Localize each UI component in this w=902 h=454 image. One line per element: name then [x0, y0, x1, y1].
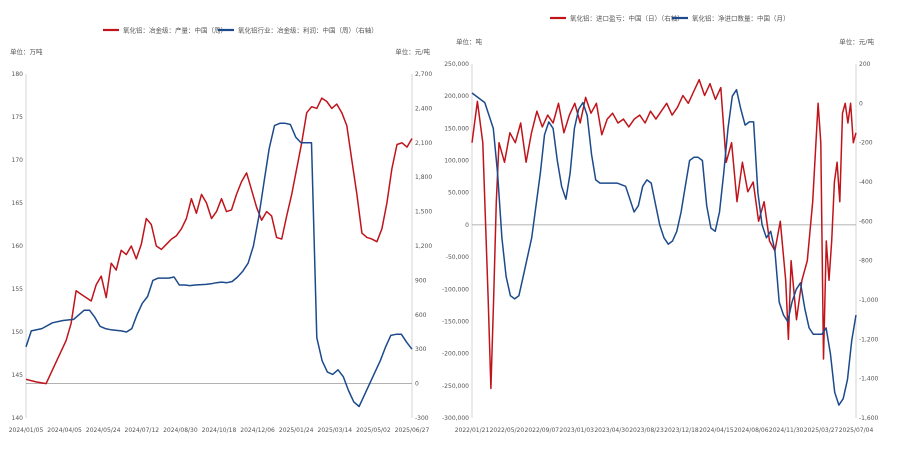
legend-label: 氧化铝：冶金级：产量：中国（周）: [123, 26, 227, 35]
x-tick-label: 2025/01/24: [279, 427, 314, 434]
y-tick-right: 200: [859, 61, 871, 68]
x-tick-label: 2025/05/02: [356, 427, 391, 434]
y-tick-right: -1,400: [859, 376, 879, 383]
series-line: [471, 78, 857, 390]
y-tick-left: 155: [12, 286, 24, 293]
y-tick-left: 140: [12, 415, 24, 422]
x-tick-label: 2024/04/15: [699, 427, 734, 434]
x-tick-label: 2022/05/20: [490, 427, 525, 434]
x-tick-label: 2025/03/14: [318, 427, 353, 434]
y-tick-left: -300,000: [442, 415, 469, 422]
y-tick-right: 600: [415, 312, 427, 319]
y-tick-right: -1,600: [859, 415, 879, 422]
x-tick-label: 2023/04/30: [594, 427, 629, 434]
x-tick-label: 2024/05/24: [86, 427, 121, 434]
y-tick-right: -800: [859, 258, 873, 265]
x-tick-label: 2025/06/27: [395, 427, 430, 434]
y-tick-left: 100,000: [444, 158, 469, 165]
y-tick-left: 250,000: [444, 61, 469, 68]
unit-right-label: 单位：元/吨: [839, 37, 874, 46]
y-tick-left: -50,000: [446, 254, 469, 261]
y-tick-right: 300: [415, 346, 427, 353]
y-tick-left: 160: [12, 243, 24, 250]
legend-label: 氧化铝：净进口数量：中国（月）: [692, 14, 790, 23]
y-tick-left: 145: [12, 372, 24, 379]
y-tick-left: 170: [12, 157, 24, 164]
y-tick-left: 180: [12, 71, 24, 78]
unit-left-label: 单位：万吨: [10, 47, 43, 56]
y-tick-left: 0: [465, 222, 469, 229]
unit-left-label: 单位：吨: [456, 37, 483, 46]
y-tick-right: 900: [415, 277, 427, 284]
x-tick-label: 2024/11/30: [769, 427, 804, 434]
legend-label: 氧化铝行业：冶金级：利润：中国（周）（右轴）: [238, 26, 378, 35]
y-tick-left: -200,000: [442, 351, 469, 358]
y-tick-right: 2,700: [415, 71, 432, 78]
x-tick-label: 2022/01/21: [455, 427, 490, 434]
series-line: [471, 88, 857, 406]
y-tick-right: 0: [859, 100, 863, 107]
y-tick-right: 1,200: [415, 243, 432, 250]
y-tick-right: 2,400: [415, 105, 432, 112]
y-tick-right: -1,200: [859, 336, 879, 343]
x-tick-label: 2024/08/30: [163, 427, 198, 434]
x-tick-label: 2024/01/05: [9, 427, 44, 434]
y-tick-right: -400: [859, 179, 873, 186]
y-tick-right: -300: [415, 415, 429, 422]
series-line: [25, 97, 413, 385]
y-tick-right: -1,000: [859, 297, 879, 304]
y-tick-right: 2,100: [415, 140, 432, 147]
x-tick-label: 2024/07/12: [125, 427, 160, 434]
y-tick-right: 0: [415, 381, 419, 388]
legend-label: 氧化铝：进口盈亏：中国（日）（右轴）: [570, 14, 684, 23]
unit-right-label: 单位：元/吨: [395, 47, 430, 56]
x-tick-label: 2024/10/18: [202, 427, 237, 434]
y-tick-left: 200,000: [444, 93, 469, 100]
y-tick-left: 150,000: [444, 125, 469, 132]
x-tick-label: 2024/08/06: [734, 427, 769, 434]
y-tick-left: 50,000: [448, 190, 469, 197]
y-tick-right: 1,800: [415, 174, 432, 181]
x-tick-label: 2022/09/07: [525, 427, 560, 434]
chart-import-profit-netimport: 单位：吨 单位：元/吨 -300,000 -250,000 -200,000 -150,0…: [442, 14, 879, 435]
y-tick-left: -100,000: [442, 286, 469, 293]
y-tick-right: -200: [859, 140, 873, 147]
y-tick-left: 165: [12, 200, 24, 207]
x-tick-label: 2023/01/03: [559, 427, 594, 434]
y-tick-left: 150: [12, 329, 24, 336]
x-tick-label: 2024/12/06: [240, 427, 275, 434]
y-tick-left: -250,000: [442, 383, 469, 390]
y-tick-left: 175: [12, 114, 24, 121]
x-tick-label: 2023/08/23: [629, 427, 664, 434]
x-tick-label: 2023/12/18: [664, 427, 699, 434]
y-tick-right: 1,500: [415, 209, 432, 216]
y-tick-right: -600: [859, 218, 873, 225]
x-tick-label: 2025/03/27: [804, 427, 839, 434]
series-line: [25, 122, 413, 408]
x-tick-label: 2024/04/05: [47, 427, 82, 434]
y-tick-left: -150,000: [442, 318, 469, 325]
chart-production-profit: 单位：万吨 单位：元/吨 140 145 150 155 160 165 170 175 180 -3…: [9, 26, 433, 435]
x-tick-label: 2025/07/04: [839, 427, 874, 434]
